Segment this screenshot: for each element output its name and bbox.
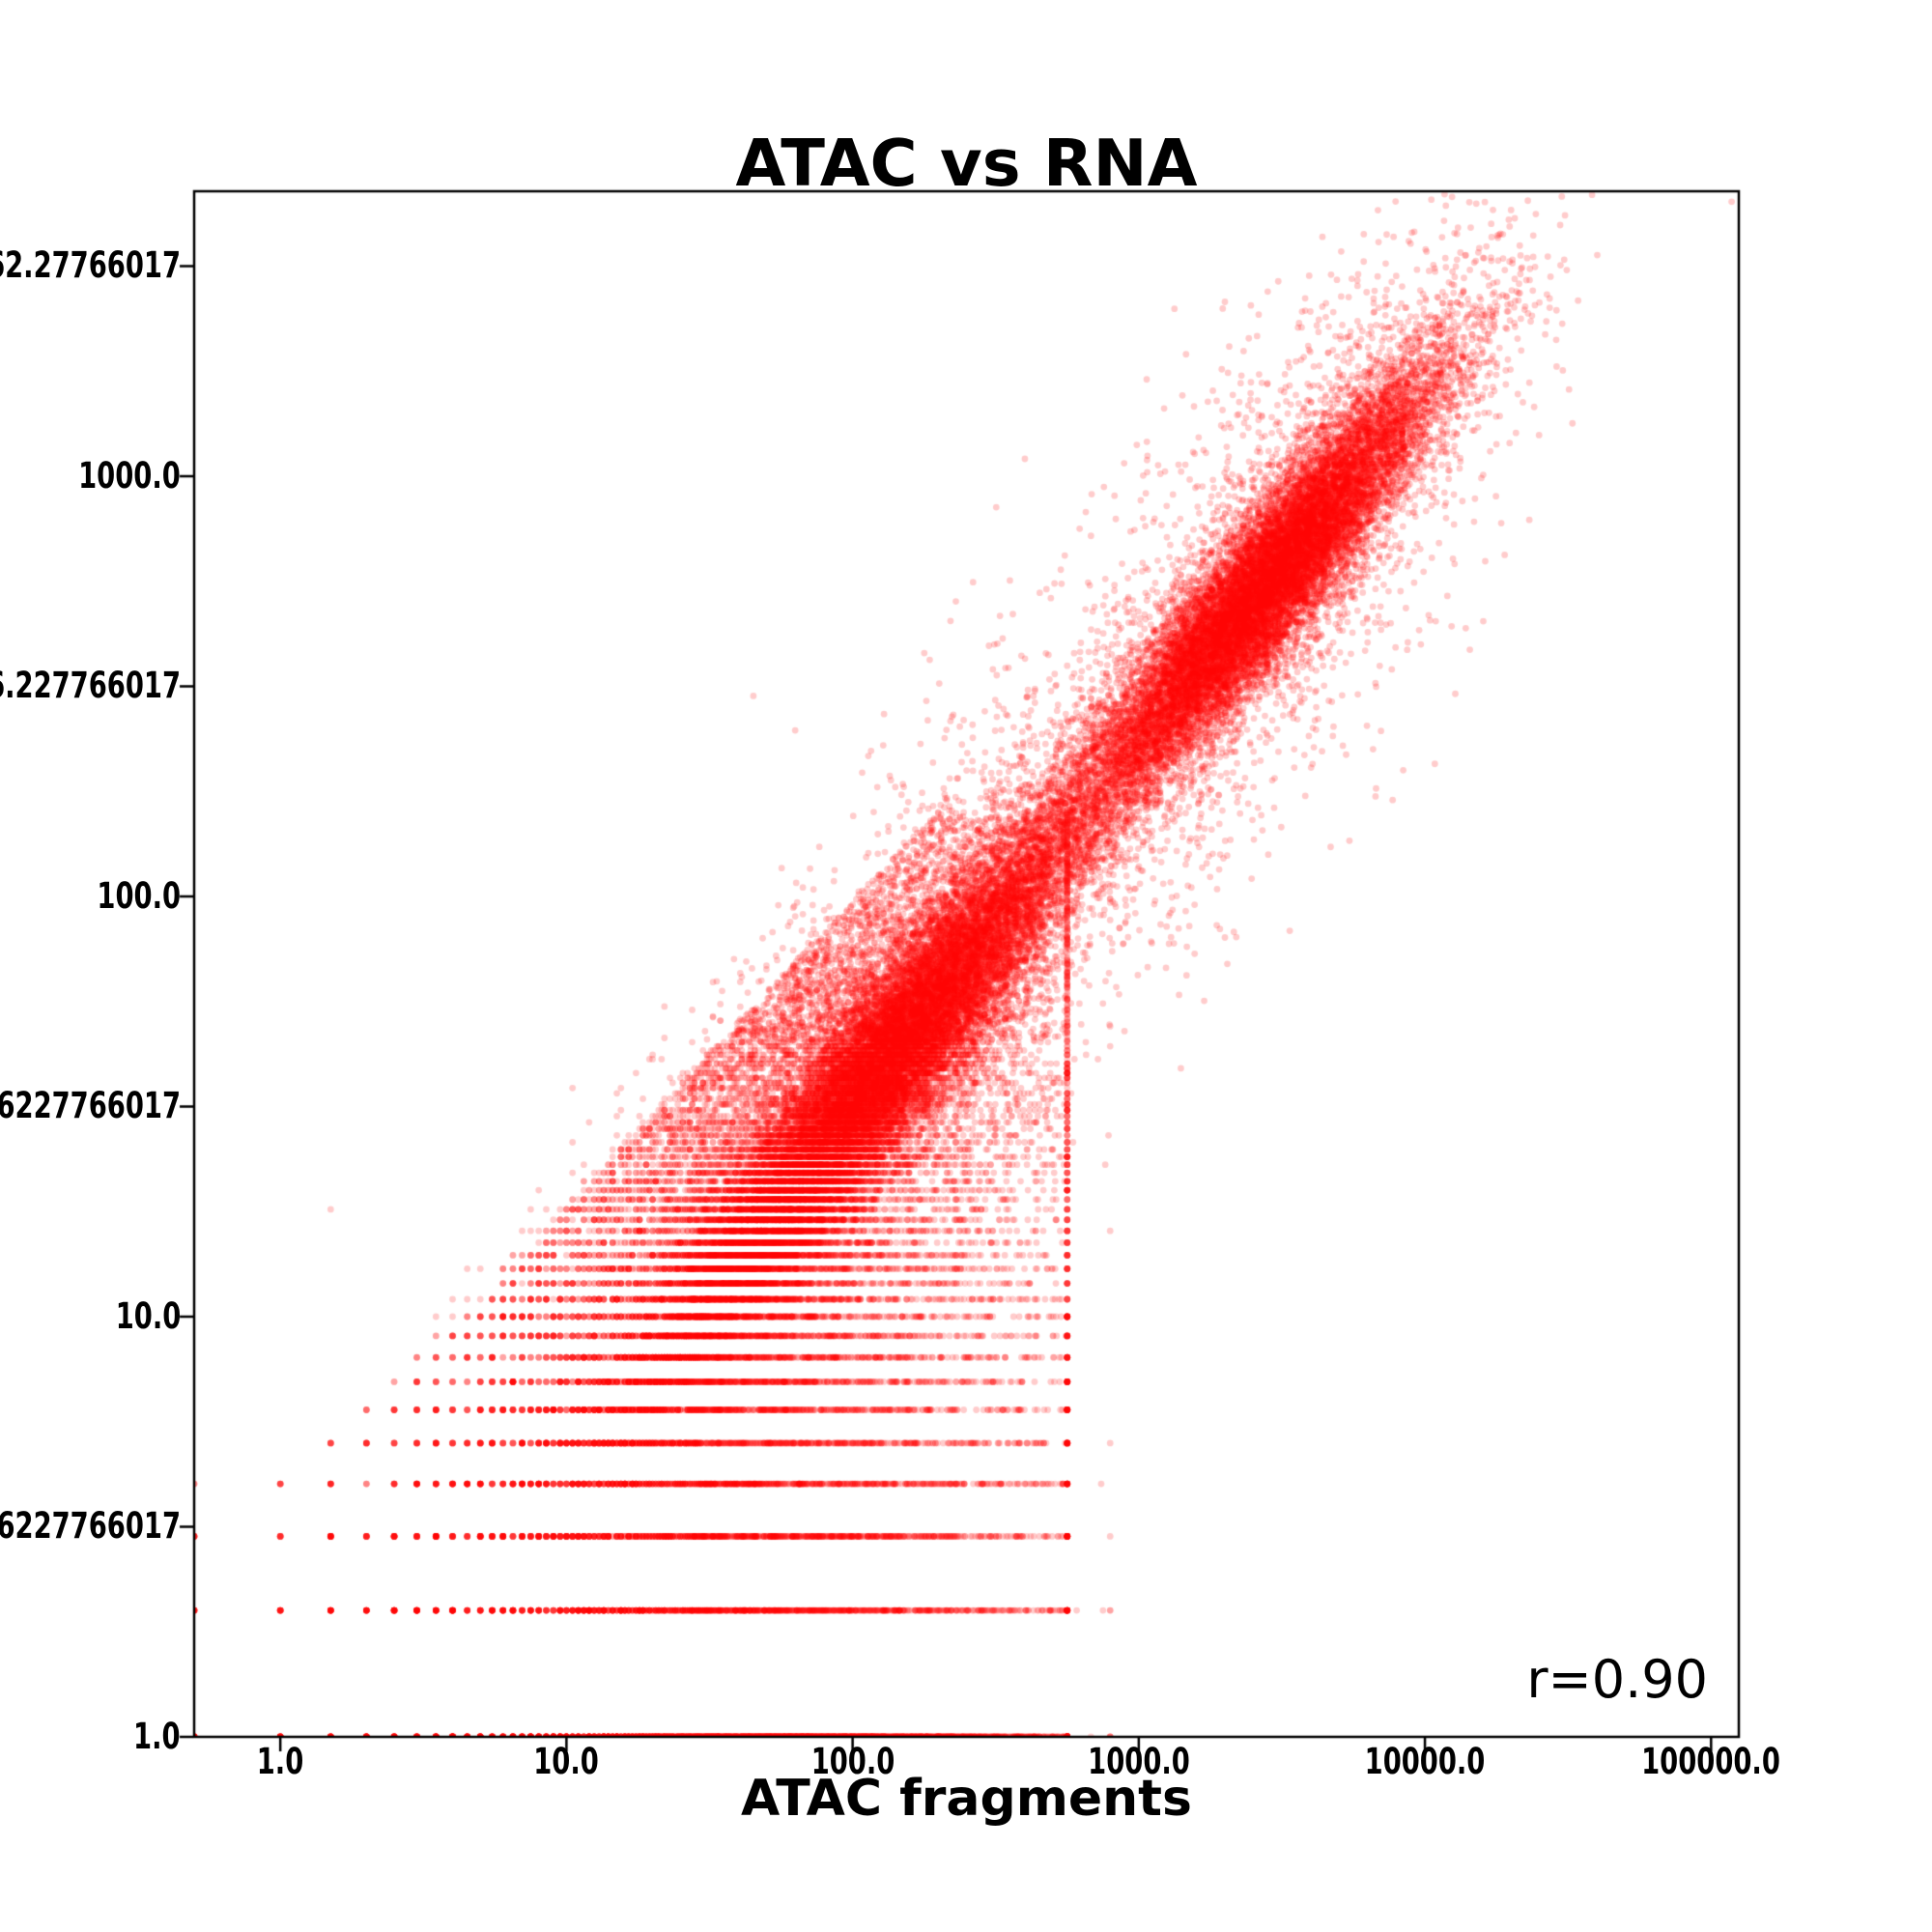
y-tick-label: 10.0	[115, 1294, 181, 1337]
correlation-annotation: r=0.90	[1526, 1649, 1708, 1710]
x-tick-label: 10.0	[533, 1741, 600, 1782]
x-axis-label: ATAC fragments	[740, 1770, 1192, 1828]
x-tick-label: 100000.0	[1641, 1741, 1781, 1782]
x-tick-label: 10000.0	[1364, 1741, 1486, 1782]
y-tick-label: 100.0	[97, 874, 181, 917]
x-tick-label: 1000.0	[1088, 1741, 1190, 1782]
y-tick-label: 3.16227766017	[0, 1505, 182, 1548]
y-tick-label: 1000.0	[78, 454, 181, 497]
y-tick-label: 316.227766017	[0, 665, 181, 707]
y-tick-label: 31.6227766017	[0, 1085, 182, 1127]
y-tick-label: 1.0	[133, 1716, 181, 1757]
x-tick-label: 100.0	[810, 1741, 895, 1782]
y-tick-label: 3162.27766017	[0, 244, 181, 287]
x-tick-label: 1.0	[256, 1741, 304, 1782]
chart-title: ATAC vs RNA	[735, 126, 1198, 201]
